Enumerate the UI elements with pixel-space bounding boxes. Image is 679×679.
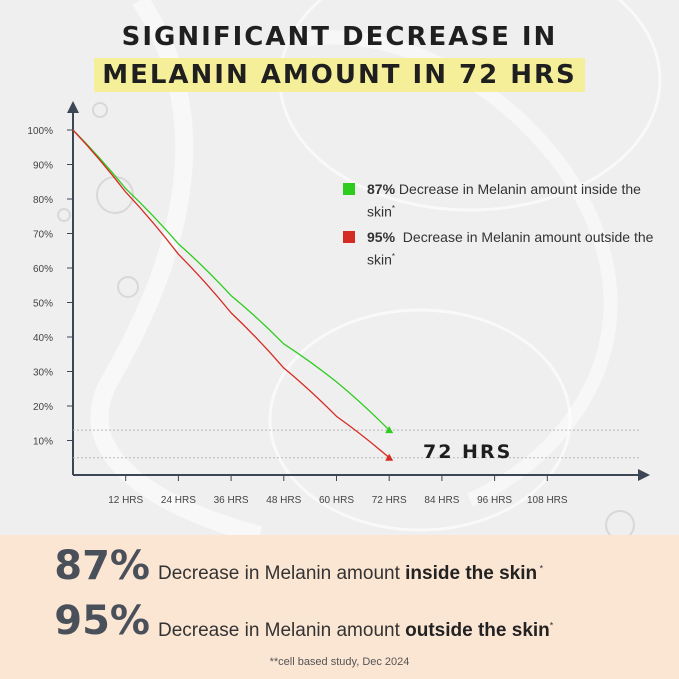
y-axis-arrow [67, 101, 79, 113]
stat-sup-outside: * [549, 620, 554, 631]
x-axis-arrow [638, 469, 650, 481]
y-tick-label: 70% [33, 230, 53, 241]
series-end-arrow-0 [385, 426, 394, 434]
y-tick-label: 40% [33, 333, 53, 344]
legend-item-inside: 87% Decrease in Melanin amount inside th… [343, 180, 673, 220]
legend-text-inside: 87% Decrease in Melanin amount inside th… [367, 180, 667, 222]
legend-pct-outside: 95% [367, 229, 396, 245]
y-tick-label: 60% [33, 264, 53, 275]
stat-row-outside: 95% Decrease in Melanin amount outside t… [0, 598, 679, 648]
series-end-arrow-1 [385, 453, 394, 461]
stat-label-outside: Decrease in Melanin amount [158, 620, 406, 641]
x-tick-label: 84 HRS [424, 495, 459, 506]
y-tick-label: 10% [33, 437, 53, 448]
chart-title-line2-wrap: MELANIN AMOUNT IN 72 HRS [0, 58, 679, 92]
stat-bold-outside: outside the skin [405, 620, 550, 641]
x-tick-label: 72 HRS [372, 495, 407, 506]
line-chart: 100% 90% 80% 70% 60% 50% 40% 30% 20% 10% 12 HRS 24 … [27, 101, 650, 506]
legend-text-outside: 95% Decrease in Melanin amount outside t… [367, 228, 667, 270]
legend-sup-inside: * [391, 204, 396, 213]
legend-label-inside: Decrease in Melanin amount inside the sk… [367, 181, 641, 220]
chart-title-line1: SIGNIFICANT DECREASE IN [121, 22, 558, 52]
stat-bold-inside: inside the skin [405, 563, 538, 584]
legend-sup-outside: * [391, 252, 396, 261]
stat-text-inside: Decrease in Melanin amount inside the sk… [158, 563, 543, 585]
legend-item-outside: 95% Decrease in Melanin amount outside t… [343, 228, 673, 268]
x-tick-label: 36 HRS [214, 495, 249, 506]
chart-title-line2: MELANIN AMOUNT IN 72 HRS [94, 58, 585, 92]
legend-pct-inside: 87% [367, 181, 396, 197]
stat-pct-outside: 95% [54, 598, 150, 644]
legend-label-outside: Decrease in Melanin amount outside the s… [367, 229, 658, 268]
y-tick-label: 100% [27, 126, 53, 137]
y-tick-label: 90% [33, 161, 53, 172]
stats-panel: 87% Decrease in Melanin amount inside th… [0, 535, 679, 679]
x-tick-label: 96 HRS [477, 495, 512, 506]
x-tick-label: 24 HRS [161, 495, 196, 506]
stat-row-inside: 87% Decrease in Melanin amount inside th… [0, 543, 679, 593]
stat-text-outside: Decrease in Melanin amount outside the s… [158, 620, 553, 642]
y-tick-label: 80% [33, 195, 53, 206]
series-line-1 [72, 129, 390, 459]
footnote: **cell based study, Dec 2024 [269, 656, 410, 668]
x-tick-label: 60 HRS [319, 495, 354, 506]
callout-72-hrs: 72 HRS [423, 441, 513, 463]
legend-swatch-outside [343, 231, 355, 243]
stat-pct-inside: 87% [54, 543, 150, 589]
x-tick-label: 48 HRS [266, 495, 301, 506]
x-tick-label: 12 HRS [108, 495, 143, 506]
series-line-0 [72, 129, 390, 431]
stat-sup-inside: * [537, 563, 544, 574]
y-tick-label: 30% [33, 368, 53, 379]
stat-label-inside: Decrease in Melanin amount [158, 563, 406, 584]
x-tick-label: 108 HRS [527, 495, 568, 506]
y-tick-label: 50% [33, 299, 53, 310]
y-tick-label: 20% [33, 402, 53, 413]
legend-swatch-inside [343, 183, 355, 195]
